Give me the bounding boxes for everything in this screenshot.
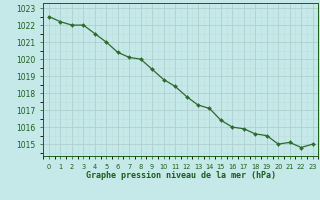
X-axis label: Graphe pression niveau de la mer (hPa): Graphe pression niveau de la mer (hPa)	[86, 171, 276, 180]
